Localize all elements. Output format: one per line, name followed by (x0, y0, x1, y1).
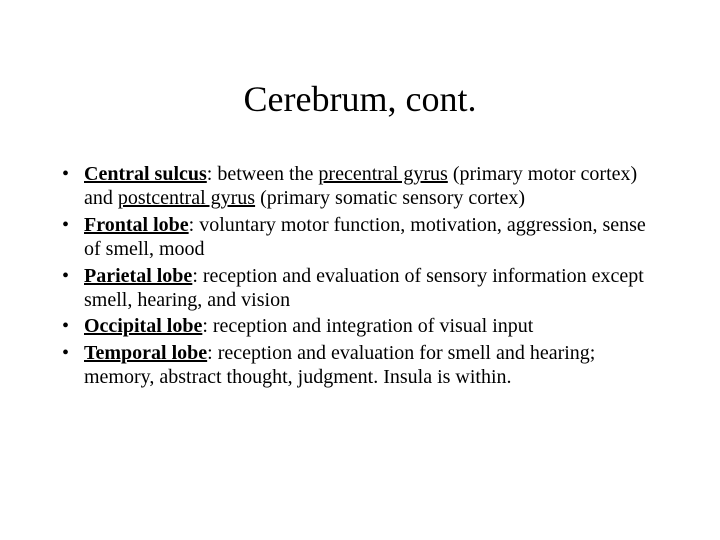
list-item: Occipital lobe: reception and integratio… (60, 314, 660, 338)
term: Central sulcus (84, 163, 207, 185)
term: Temporal lobe (84, 342, 207, 364)
text: : reception and integration of visual in… (202, 315, 533, 337)
list-item: Frontal lobe: voluntary motor function, … (60, 213, 660, 262)
slide: Cerebrum, cont. Central sulcus: between … (0, 78, 720, 540)
term: Parietal lobe (84, 265, 192, 287)
underlined-term: postcentral gyrus (118, 187, 255, 209)
bullet-list: Central sulcus: between the precentral g… (60, 162, 660, 390)
term: Frontal lobe (84, 214, 189, 236)
text: (primary somatic sensory cortex) (255, 187, 525, 209)
list-item: Central sulcus: between the precentral g… (60, 162, 660, 211)
underlined-term: precentral gyrus (318, 163, 447, 185)
slide-body: Central sulcus: between the precentral g… (0, 162, 720, 390)
list-item: Parietal lobe: reception and evaluation … (60, 264, 660, 313)
term: Occipital lobe (84, 315, 202, 337)
list-item: Temporal lobe: reception and evaluation … (60, 341, 660, 390)
text: : between the (207, 163, 319, 185)
slide-title: Cerebrum, cont. (0, 78, 720, 120)
